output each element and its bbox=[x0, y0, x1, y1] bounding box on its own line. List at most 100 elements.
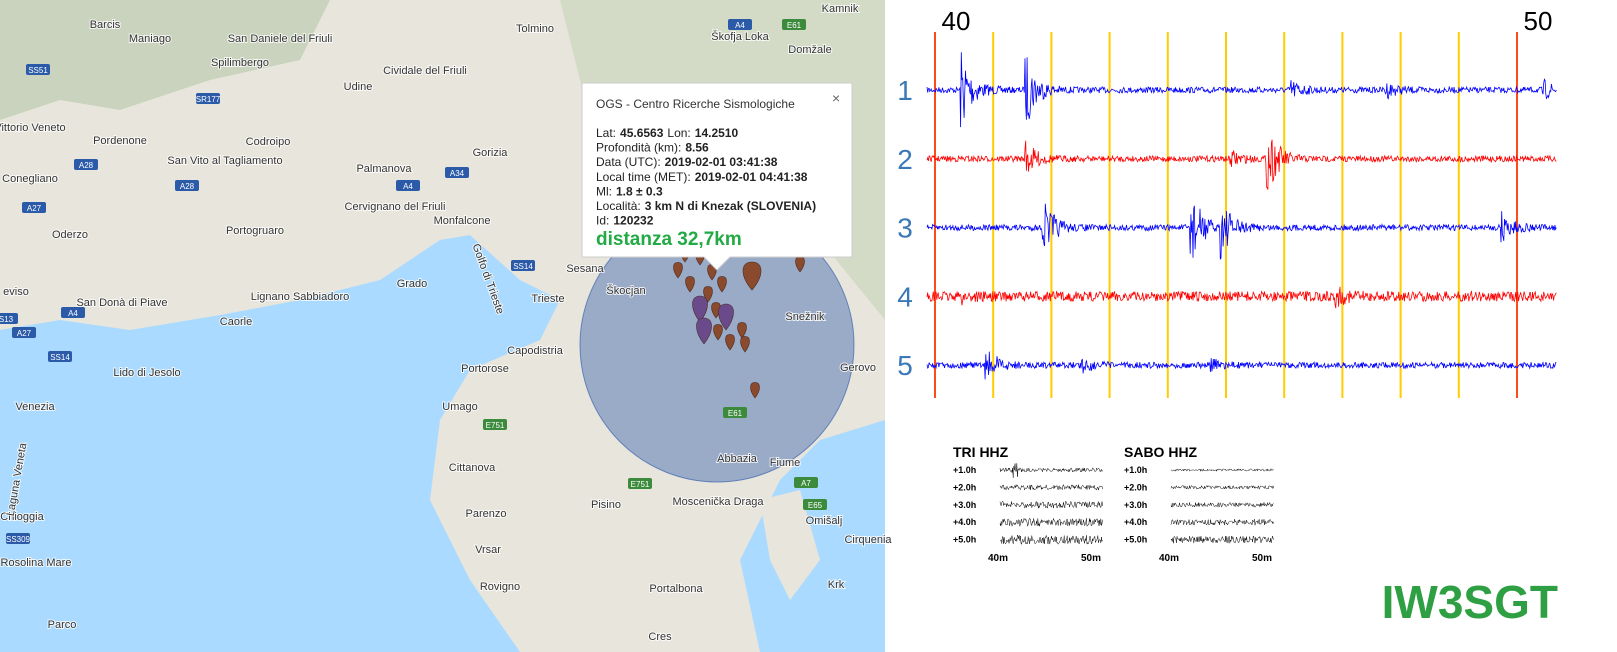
road-shield: E751 bbox=[483, 419, 507, 430]
mini-trace bbox=[999, 484, 1103, 491]
event-marker bbox=[685, 276, 695, 293]
event-marker bbox=[718, 303, 734, 331]
place-label: Cittanova bbox=[449, 462, 496, 474]
place-label: Caorle bbox=[220, 316, 252, 328]
mini-trace bbox=[1170, 535, 1274, 544]
place-label: Palmanova bbox=[356, 163, 412, 175]
road-label: SS309 bbox=[6, 535, 31, 544]
trace bbox=[926, 203, 1557, 260]
popup-line: Id: 120232 bbox=[596, 214, 654, 228]
road-shield: SS14 bbox=[511, 260, 535, 271]
place-label: Trieste bbox=[531, 293, 564, 305]
road-label: A28 bbox=[180, 182, 195, 191]
place-label: Cividale del Friuli bbox=[383, 65, 467, 77]
road-label: A34 bbox=[450, 169, 465, 178]
hour-label: +2.0h bbox=[953, 482, 976, 492]
popup-field-value: 120232 bbox=[613, 214, 653, 228]
popup-field-label: Località: bbox=[596, 199, 641, 213]
place-label: Škofja Loka bbox=[711, 30, 769, 43]
road-label: SR177 bbox=[196, 95, 221, 104]
place-label: Rosolina Mare bbox=[1, 557, 72, 569]
road-shield: A27 bbox=[22, 202, 46, 213]
panel-title: TRI HHZ bbox=[953, 444, 1009, 460]
mini-trace bbox=[999, 534, 1103, 545]
place-label: Venezia bbox=[15, 401, 55, 413]
road-label: E751 bbox=[631, 480, 650, 489]
popup-field-value: 45.6563 bbox=[620, 126, 664, 140]
place-label: Portalbona bbox=[649, 583, 703, 595]
road-label: S13 bbox=[0, 315, 14, 324]
mini-trace bbox=[999, 500, 1103, 509]
place-label: Vittorio Veneto bbox=[0, 122, 66, 134]
place-label: Rovigno bbox=[480, 581, 520, 593]
place-label: Umago bbox=[442, 401, 477, 413]
popup-source: OGS - Centro Ricerche Sismologiche bbox=[596, 97, 795, 111]
hour-label: +5.0h bbox=[1124, 535, 1147, 545]
road-shield: SS14 bbox=[48, 351, 72, 362]
road-shield-bg bbox=[74, 159, 98, 170]
popup-field-value: 1.8 ± 0.3 bbox=[616, 184, 663, 198]
panel-minute: 40m bbox=[988, 553, 1008, 564]
road-shield-bg bbox=[22, 202, 46, 213]
event-marker bbox=[692, 295, 708, 323]
hour-label: +3.0h bbox=[953, 500, 976, 510]
place-label: Moscenička Draga bbox=[672, 496, 764, 508]
popup-field-label: Lon: bbox=[667, 126, 690, 140]
place-label: Lignano Sabbiadoro bbox=[251, 291, 349, 303]
row-label: 1 bbox=[897, 75, 913, 106]
road-shield-bg bbox=[794, 477, 818, 488]
road-shield: A34 bbox=[445, 167, 469, 178]
place-label: Snežnik bbox=[785, 311, 825, 323]
road-shield-bg bbox=[6, 533, 30, 544]
road-label: A27 bbox=[17, 329, 32, 338]
trace bbox=[926, 139, 1557, 190]
popup-line: Località: 3 km N di Knezak (SLOVENIA) bbox=[596, 199, 816, 213]
mountains bbox=[0, 0, 330, 120]
road-shield-bg bbox=[61, 307, 85, 318]
popup-field-label: Id: bbox=[596, 214, 609, 228]
place-label: Gerovo bbox=[840, 362, 876, 374]
row-label: 3 bbox=[897, 213, 913, 244]
popup: OGS - Centro Ricerche Sismologiche × dis… bbox=[581, 82, 853, 271]
event-marker bbox=[725, 334, 735, 351]
popup-close[interactable]: × bbox=[832, 90, 840, 106]
road-label: SS51 bbox=[28, 66, 48, 75]
place-label: Krk bbox=[828, 579, 845, 591]
road-shield: A7 bbox=[794, 477, 818, 488]
road-shield-bg bbox=[723, 407, 747, 418]
place-label: Cres bbox=[648, 631, 672, 643]
place-label: Abbazia bbox=[717, 453, 758, 465]
event-marker bbox=[737, 322, 747, 339]
road-shield: A28 bbox=[74, 159, 98, 170]
hour-label: +1.0h bbox=[953, 465, 976, 475]
popup-field-value: 8.56 bbox=[685, 141, 709, 155]
place-label: Kamnik bbox=[822, 3, 859, 15]
road-shield: E61 bbox=[723, 407, 747, 418]
event-marker bbox=[673, 262, 683, 279]
event-marker bbox=[750, 382, 760, 399]
minute-label: 40 bbox=[942, 6, 971, 36]
road-shield-bg bbox=[396, 180, 420, 191]
popup-line: Data (UTC): 2019-02-01 03:41:38 bbox=[596, 155, 778, 169]
event-marker bbox=[713, 324, 723, 341]
popup-field-label: Profondità (km): bbox=[596, 141, 681, 155]
place-label: Portogruaro bbox=[226, 225, 284, 237]
road-shield: SR177 bbox=[196, 93, 221, 104]
popup-distance: distanza 32,7km bbox=[596, 229, 742, 250]
place-label: San Vito al Tagliamento bbox=[167, 155, 282, 167]
road-shield-bg bbox=[803, 499, 827, 510]
popup-line: Lat: 45.6563 Lon: 14.2510 bbox=[596, 126, 738, 140]
road-shield-bg bbox=[26, 64, 50, 75]
road-label: A4 bbox=[403, 182, 413, 191]
road-shield: SS51 bbox=[26, 64, 50, 75]
road-shield: E751 bbox=[628, 478, 652, 489]
trace bbox=[926, 351, 1557, 380]
place-label: Sesana bbox=[566, 263, 604, 275]
callsign: IW3SGT bbox=[1382, 576, 1558, 628]
road-shield: S13 bbox=[0, 313, 18, 324]
event-marker bbox=[740, 336, 750, 353]
road-shield-bg bbox=[511, 260, 535, 271]
mini-trace bbox=[1170, 518, 1274, 526]
event-marker bbox=[742, 261, 762, 291]
